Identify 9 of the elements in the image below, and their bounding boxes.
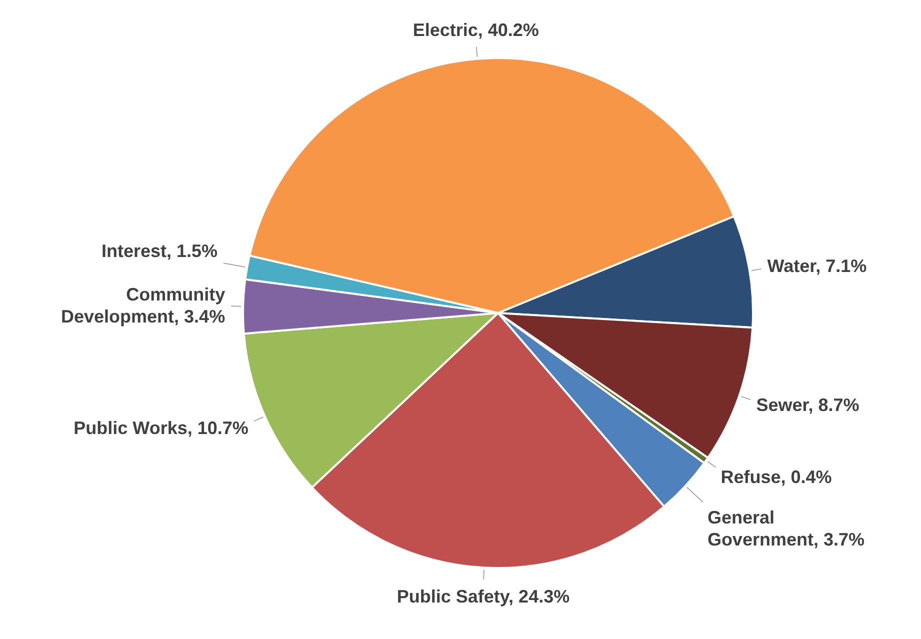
slice-label: General Government, 3.7% (707, 507, 865, 550)
slice-label: Water, 7.1% (767, 256, 867, 276)
slice-label: Public Works, 10.7% (74, 418, 248, 438)
slice-label: Community Development, 3.4% (61, 284, 226, 326)
slice-label: Interest, 1.5% (102, 241, 218, 262)
slice-label: Public Safety, 24.3% (396, 586, 570, 607)
slice-label: Sewer, 8.7% (756, 395, 860, 416)
slice-label: Electric, 40.2% (412, 20, 539, 40)
slice-label: Refuse, 0.4% (720, 467, 832, 488)
